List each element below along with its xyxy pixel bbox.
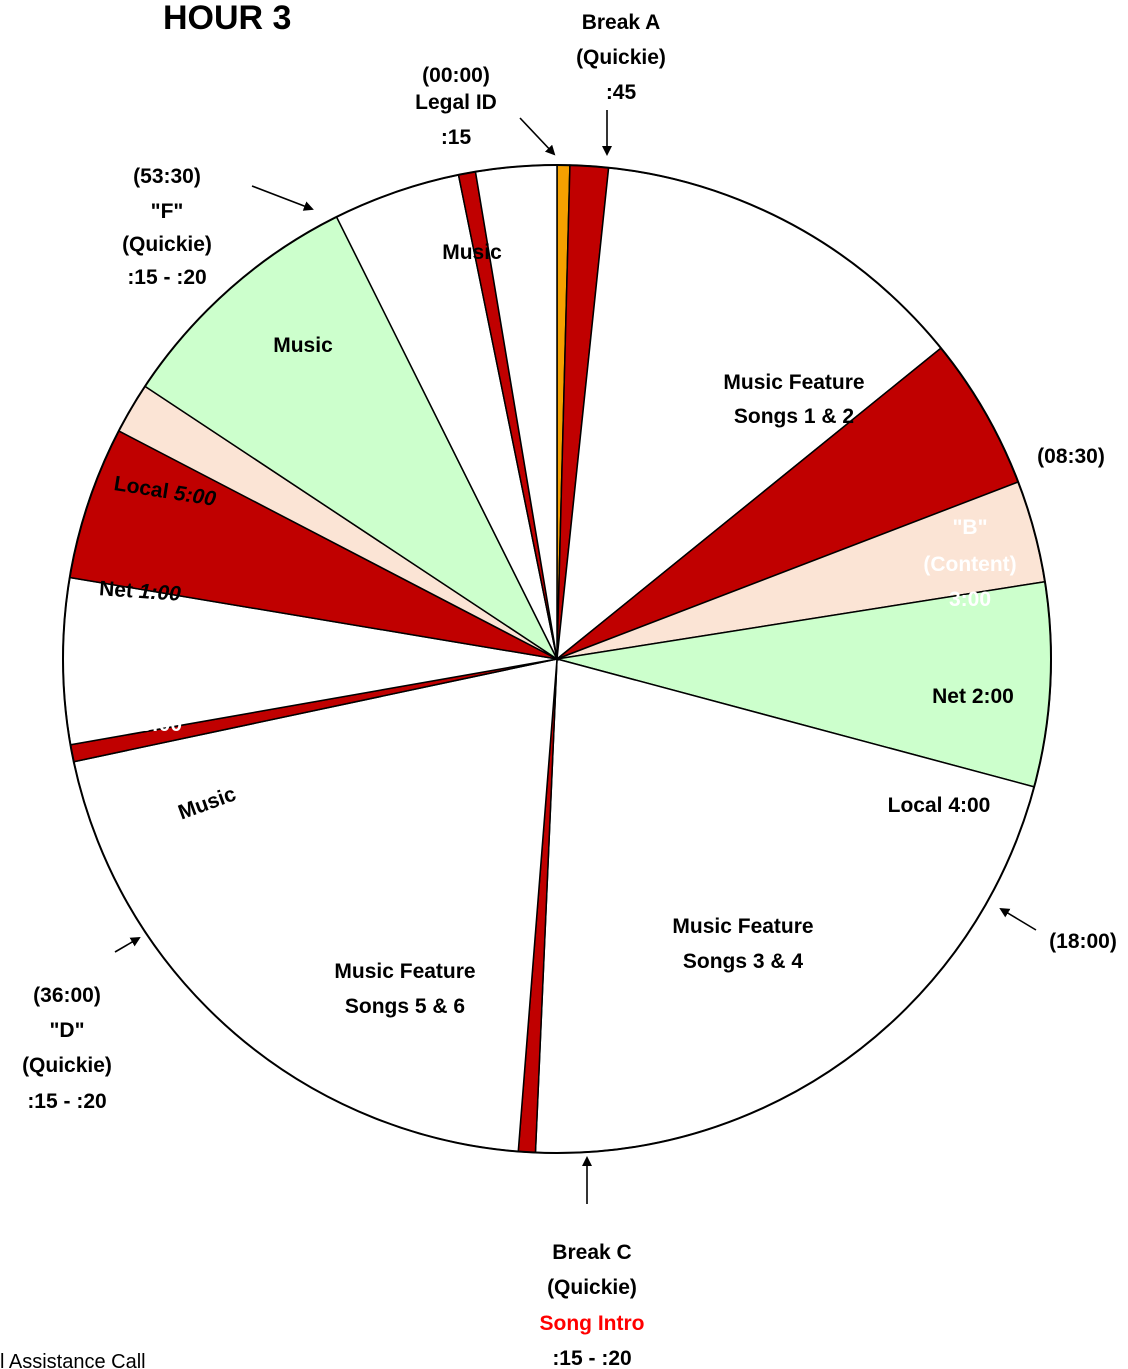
annotation-legal-id: (00:00) Legal ID :15 xyxy=(415,64,497,149)
annotation-line: Break C xyxy=(552,1241,631,1264)
annotation-line: :15 - :20 xyxy=(127,266,206,289)
slice-label-line: Music Feature xyxy=(723,371,864,394)
slice-label-music-feature-5: Music Feature Songs 5 & 6 xyxy=(334,960,475,1018)
annotation-f-quickie: (53:30) "F" (Quickie) :15 - :20 xyxy=(122,165,212,289)
annotation-line: Legal ID xyxy=(415,91,497,114)
pie-slices xyxy=(62,164,1052,1154)
slice-label-line: 3:00 xyxy=(140,713,182,736)
annotation-line: "D" xyxy=(49,1019,84,1042)
annotation-line: (18:00) xyxy=(1049,930,1117,953)
slice-label-line: Net 1:00 xyxy=(98,577,181,606)
slice-label-line: Songs 3 & 4 xyxy=(683,950,804,973)
clock-outline xyxy=(62,164,1052,1154)
annotation-line: (36:00) xyxy=(33,984,101,1007)
annotation-t-1800: (18:00) xyxy=(1049,930,1117,953)
slice-label-line: Song Outro xyxy=(103,679,218,702)
slice-label-line: 3:00 xyxy=(949,588,991,611)
slice-label-line: Net 2:00 xyxy=(932,685,1014,708)
annotation-line: :45 xyxy=(606,81,637,104)
annotations: (00:00) Legal ID :15 Break A (Quickie) :45 (08… xyxy=(22,11,1117,1369)
slice-label-line: Music xyxy=(442,241,502,264)
slice-label-b-content: "B" (Content) 3:00 xyxy=(923,516,1016,611)
footer-text: l Assistance Call xyxy=(0,1351,146,1369)
annotation-line: "F" xyxy=(151,200,184,223)
slice-label-local-4: Local 4:00 xyxy=(888,794,991,817)
slice-label-line: Local 4:00 xyxy=(888,794,991,817)
annotation-line: (Quickie) xyxy=(122,233,212,256)
annotation-d-quickie: (36:00) "D" (Quickie) :15 - :20 xyxy=(22,984,112,1113)
annotation-line: (08:30) xyxy=(1037,445,1105,468)
chart-title: HOUR 3 xyxy=(163,0,291,37)
slice-label-music-feature-1: Music Feature Songs 1 & 2 xyxy=(723,371,864,428)
annotation-break-a: Break A (Quickie) :45 xyxy=(576,11,666,104)
slice-label-line: Music Feature xyxy=(672,915,813,938)
slice-label-music-feature-3: Music Feature Songs 3 & 4 xyxy=(672,915,813,973)
annotation-t-0830: (08:30) xyxy=(1037,445,1105,468)
annotation-line: (Quickie) xyxy=(547,1276,637,1299)
annotation-line: Break A xyxy=(582,11,661,34)
slice-label-e-content: "E" (Content) Song Outro 3:00 xyxy=(94,646,227,736)
slice-label-music-c: Music xyxy=(442,241,502,264)
annotation-line: :15 xyxy=(441,126,472,149)
annotation-line: :15 - :20 xyxy=(552,1347,631,1369)
annotation-line: (53:30) xyxy=(133,165,201,188)
annotation-break-c: Break C (Quickie) Song Intro :15 - :20 xyxy=(540,1241,645,1369)
slice-label-line: Songs 1 & 2 xyxy=(734,405,854,428)
slice-label-net-2: Net 2:00 xyxy=(932,685,1014,708)
slice-label-net-1: Net 1:00 xyxy=(98,577,181,606)
slice-label-line: Music Feature xyxy=(334,960,475,983)
slice-label-line: Music xyxy=(273,334,333,357)
annotation-line: Song Intro xyxy=(540,1312,645,1335)
slice-label-line: (Content) xyxy=(923,553,1016,576)
d-quickie-arrow xyxy=(114,936,141,953)
slice-label-music-b: Music xyxy=(273,334,333,357)
t-1800-arrow xyxy=(999,907,1037,931)
slice-label-line: "E" (Content) xyxy=(94,646,227,669)
annotation-arrows xyxy=(114,110,1037,1204)
f-quickie-arrow xyxy=(251,185,314,211)
slice-labels: Music Feature Songs 1 & 2 "B" (Content) 3:00… xyxy=(94,241,1016,1018)
slice-label-line: "B" xyxy=(952,516,987,539)
annotation-line: (00:00) xyxy=(422,64,490,87)
annotation-line: (Quickie) xyxy=(22,1054,112,1077)
annotation-line: :15 - :20 xyxy=(27,1090,106,1113)
legal-id-arrow xyxy=(519,117,556,156)
annotation-line: (Quickie) xyxy=(576,46,666,69)
slice-label-line: Songs 5 & 6 xyxy=(345,995,465,1018)
